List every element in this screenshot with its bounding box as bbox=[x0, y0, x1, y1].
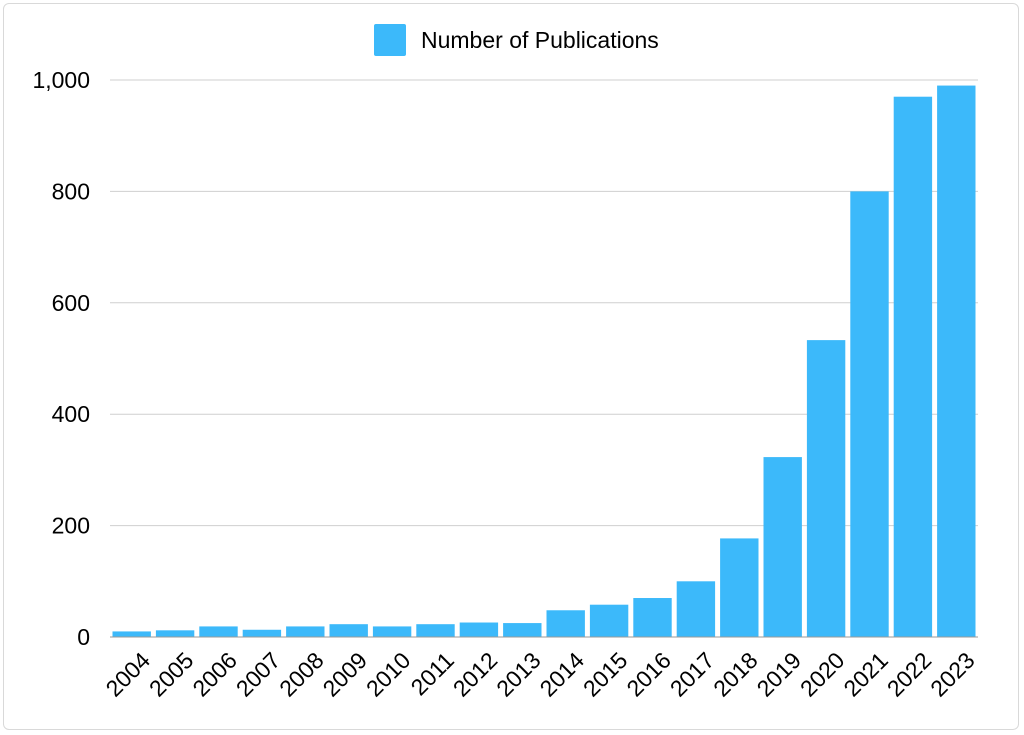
bar-2005 bbox=[155, 630, 195, 637]
bar-2006 bbox=[199, 626, 238, 637]
legend: Number of Publications bbox=[374, 24, 659, 56]
x-tick-label: 2010 bbox=[361, 647, 416, 702]
bar-2010 bbox=[372, 626, 412, 637]
y-tick-label: 200 bbox=[52, 513, 90, 539]
bars bbox=[112, 85, 976, 637]
gridlines bbox=[110, 79, 978, 527]
y-tick-labels: 0 200 400 600 800 1,000 bbox=[32, 67, 90, 650]
bar-2004 bbox=[112, 631, 151, 637]
x-tick-label: 2018 bbox=[708, 647, 763, 702]
bar-2020 bbox=[806, 340, 846, 637]
bar-2021 bbox=[850, 191, 889, 637]
x-tick-label: 2023 bbox=[925, 647, 980, 702]
bar-2023 bbox=[937, 85, 976, 637]
y-tick-label: 1,000 bbox=[32, 67, 90, 93]
bar-2007 bbox=[242, 629, 282, 637]
x-tick-label: 2021 bbox=[838, 647, 893, 702]
x-tick-label: 2007 bbox=[231, 647, 286, 702]
y-tick-label: 600 bbox=[52, 290, 90, 316]
x-tick-label: 2022 bbox=[882, 647, 937, 702]
bar-2012 bbox=[459, 622, 499, 637]
x-tick-labels: 2004200520062007200820092010201120122013… bbox=[101, 647, 980, 702]
x-tick-label: 2014 bbox=[535, 647, 590, 702]
legend-swatch bbox=[374, 24, 406, 56]
bar-2022 bbox=[893, 96, 933, 637]
x-tick-label: 2020 bbox=[795, 647, 850, 702]
bar-2013 bbox=[503, 623, 542, 637]
chart-frame bbox=[3, 3, 1019, 730]
x-tick-label: 2019 bbox=[752, 647, 807, 702]
bar-2015 bbox=[589, 604, 629, 637]
x-tick-label: 2009 bbox=[318, 647, 373, 702]
bar-2016 bbox=[633, 598, 672, 637]
y-tick-label: 800 bbox=[52, 178, 90, 204]
x-tick-label: 2008 bbox=[274, 647, 329, 702]
bar-2017 bbox=[676, 581, 716, 637]
bar-2018 bbox=[720, 538, 759, 637]
x-tick-label: 2006 bbox=[187, 647, 242, 702]
bar-2009 bbox=[329, 624, 368, 637]
x-tick-label: 2016 bbox=[621, 647, 676, 702]
bar-2011 bbox=[416, 624, 455, 637]
x-tick-label: 2012 bbox=[448, 647, 503, 702]
x-tick-label: 2005 bbox=[144, 647, 199, 702]
x-tick-label: 2004 bbox=[101, 647, 156, 702]
x-tick-label: 2015 bbox=[578, 647, 633, 702]
x-tick-label: 2017 bbox=[665, 647, 720, 702]
x-tick-label: 2011 bbox=[406, 647, 459, 700]
bar-2014 bbox=[546, 610, 585, 637]
bar-2019 bbox=[763, 457, 802, 637]
y-tick-label: 400 bbox=[52, 401, 90, 427]
bar-2008 bbox=[286, 626, 325, 637]
legend-label: Number of Publications bbox=[421, 27, 659, 53]
y-tick-label: 0 bbox=[77, 624, 90, 650]
x-tick-label: 2013 bbox=[491, 647, 546, 702]
